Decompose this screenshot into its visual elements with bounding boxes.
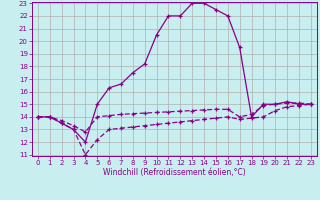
X-axis label: Windchill (Refroidissement éolien,°C): Windchill (Refroidissement éolien,°C): [103, 168, 246, 177]
